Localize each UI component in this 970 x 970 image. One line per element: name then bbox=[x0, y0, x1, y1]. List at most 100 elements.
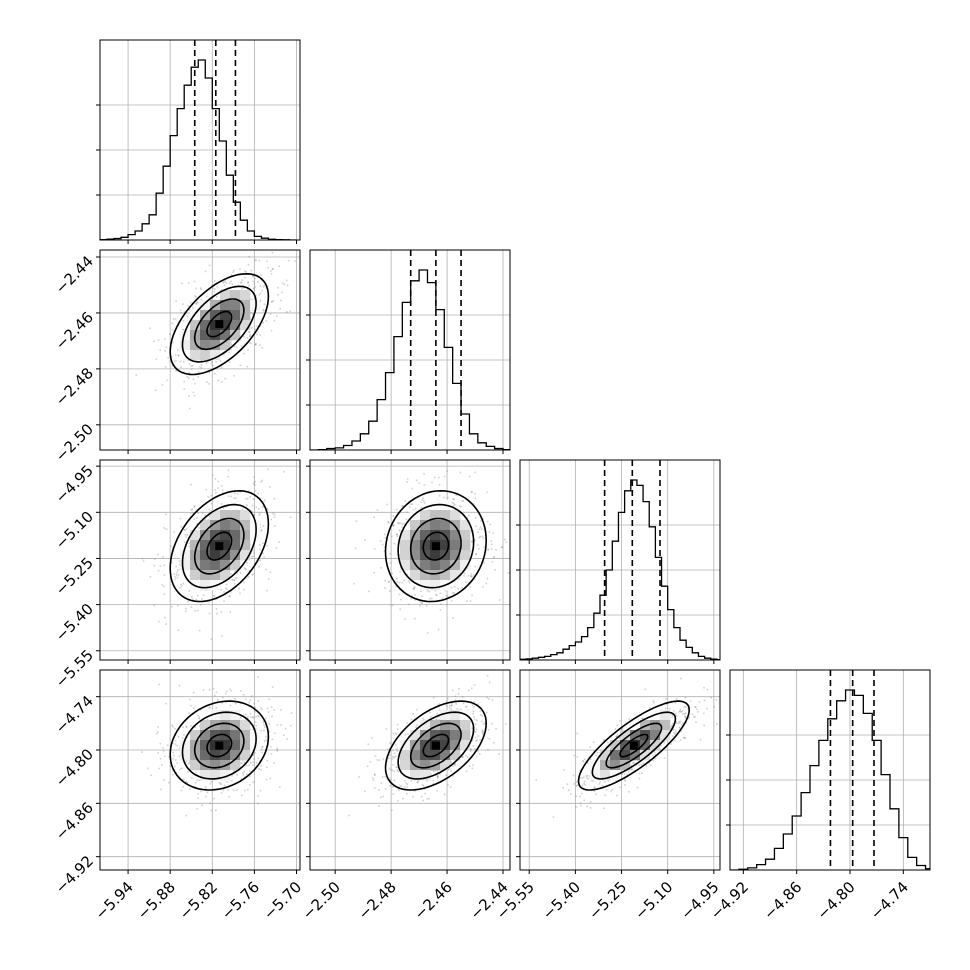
scatter-point bbox=[190, 606, 193, 608]
scatter-point bbox=[258, 512, 261, 515]
scatter-point bbox=[501, 546, 503, 548]
scatter-point bbox=[246, 288, 249, 290]
scatter-point bbox=[486, 520, 489, 523]
scatter-point bbox=[176, 570, 179, 573]
x-tick-label: −4.86 bbox=[760, 878, 805, 923]
density-cell bbox=[230, 510, 241, 521]
scatter-point bbox=[260, 748, 262, 751]
scatter-point bbox=[431, 481, 433, 484]
scatter-point bbox=[392, 786, 394, 788]
scatter-point bbox=[285, 279, 288, 282]
scatter-point bbox=[706, 688, 709, 691]
scatter-point bbox=[230, 495, 232, 498]
density-cell bbox=[180, 740, 191, 751]
scatter-point bbox=[535, 779, 538, 781]
scatter-point bbox=[177, 629, 180, 631]
scatter-point bbox=[185, 536, 188, 538]
scatter-point bbox=[164, 366, 167, 368]
density-cell bbox=[230, 290, 241, 301]
scatter-point bbox=[193, 505, 196, 507]
scatter-point bbox=[426, 590, 429, 592]
scatter-point bbox=[673, 731, 675, 734]
scatter-point bbox=[663, 742, 665, 744]
scatter-point bbox=[245, 498, 247, 500]
density-cell bbox=[230, 540, 241, 551]
scatter-point bbox=[684, 737, 686, 739]
scatter-point bbox=[466, 756, 469, 758]
scatter-point bbox=[403, 579, 405, 582]
scatter-point bbox=[200, 367, 203, 369]
peak-density-cell bbox=[629, 741, 638, 750]
scatter-point bbox=[563, 769, 565, 771]
scatter-point bbox=[183, 361, 185, 363]
scatter-point bbox=[385, 728, 388, 730]
scatter-point bbox=[212, 369, 214, 372]
contour-level-2 bbox=[181, 711, 257, 780]
scatter-point bbox=[434, 590, 437, 592]
scatter-point bbox=[165, 513, 167, 516]
scatter-point bbox=[172, 725, 174, 728]
scatter-point bbox=[388, 757, 390, 760]
scatter-point bbox=[213, 797, 215, 800]
density-cell bbox=[590, 760, 601, 771]
x-tick-label: −5.10 bbox=[631, 878, 676, 923]
scatter-point bbox=[429, 711, 431, 714]
scatter-point bbox=[183, 311, 186, 313]
scatter-point bbox=[274, 732, 276, 735]
scatter-point bbox=[422, 497, 425, 500]
scatter-point bbox=[393, 542, 395, 545]
scatter-point bbox=[261, 289, 264, 292]
scatter-point bbox=[186, 781, 189, 784]
scatter-point bbox=[255, 294, 257, 296]
density-cell bbox=[240, 540, 251, 551]
scatter-point bbox=[480, 520, 482, 522]
density-cell bbox=[240, 720, 251, 731]
scatter-point bbox=[278, 265, 281, 268]
scatter-point bbox=[614, 728, 616, 730]
scatter-point bbox=[222, 789, 225, 792]
scatter-point bbox=[180, 366, 182, 368]
scatter-point bbox=[604, 781, 606, 783]
scatter-point bbox=[251, 299, 253, 301]
scatter-point bbox=[171, 724, 173, 726]
scatter-point bbox=[593, 786, 596, 788]
scatter-point bbox=[255, 762, 258, 764]
scatter-point bbox=[674, 712, 677, 715]
scatter-point bbox=[483, 546, 485, 548]
scatter-point bbox=[240, 716, 242, 719]
contour-level-0 bbox=[619, 733, 649, 758]
panel-content bbox=[100, 250, 300, 450]
scatter-point bbox=[644, 688, 647, 691]
scatter-point bbox=[175, 572, 178, 575]
scatter-point bbox=[697, 711, 699, 713]
scatter-point bbox=[289, 724, 292, 727]
scatter-point bbox=[194, 610, 197, 612]
scatter-point bbox=[387, 581, 390, 583]
scatter-point bbox=[450, 586, 453, 589]
scatter-point bbox=[589, 746, 592, 748]
scatter-point bbox=[173, 360, 176, 363]
contour-level-0 bbox=[206, 733, 233, 758]
scatter-point bbox=[404, 500, 406, 502]
scatter-point bbox=[257, 757, 260, 760]
density-cell bbox=[440, 720, 451, 731]
scatter-point bbox=[475, 553, 477, 555]
scatter-point bbox=[241, 794, 243, 797]
scatter-point bbox=[374, 774, 376, 776]
scatter-point bbox=[438, 495, 441, 497]
scatter-point bbox=[675, 729, 677, 732]
scatter-point bbox=[228, 282, 231, 284]
scatter-point bbox=[201, 804, 203, 807]
density-cell bbox=[620, 750, 631, 761]
scatter-point bbox=[392, 755, 394, 758]
scatter-point bbox=[641, 772, 643, 774]
scatter-point bbox=[648, 762, 650, 764]
y-tick-label: −2.48 bbox=[52, 364, 97, 409]
scatter-point bbox=[236, 789, 238, 791]
scatter-point bbox=[189, 512, 192, 515]
panel-frame bbox=[99, 459, 301, 661]
scatter-point bbox=[266, 544, 268, 547]
scatter-point bbox=[405, 518, 408, 521]
scatter-point bbox=[208, 371, 211, 374]
density-cell bbox=[240, 730, 251, 741]
